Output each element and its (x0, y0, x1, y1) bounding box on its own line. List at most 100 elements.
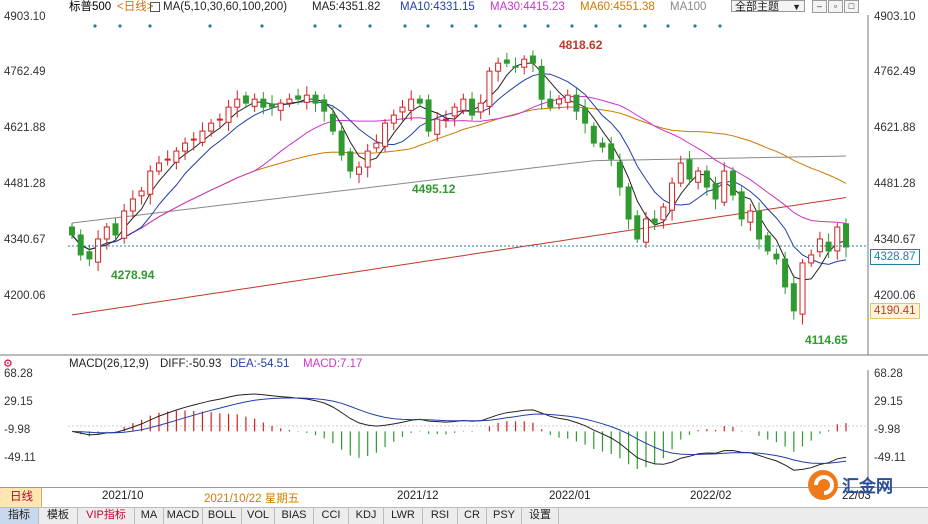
candle[interactable] (642, 218, 649, 243)
candle[interactable] (416, 98, 423, 104)
candle[interactable] (355, 166, 362, 175)
candle[interactable] (477, 102, 484, 113)
candle[interactable] (573, 94, 580, 112)
candle[interactable] (95, 238, 102, 263)
candle[interactable] (469, 98, 476, 116)
candle[interactable] (234, 98, 241, 108)
candle[interactable] (216, 118, 223, 121)
candle[interactable] (164, 158, 171, 161)
candle[interactable] (503, 59, 510, 64)
minimize-icon[interactable]: – (812, 0, 827, 13)
candle[interactable] (199, 130, 206, 143)
candle[interactable] (86, 251, 93, 260)
candle[interactable] (703, 170, 710, 188)
candle[interactable] (121, 210, 128, 239)
candle[interactable] (173, 150, 180, 163)
candle[interactable] (399, 106, 406, 113)
candle[interactable] (843, 223, 849, 248)
candle[interactable] (825, 241, 832, 252)
tab-cci[interactable]: CCI (314, 508, 349, 524)
candle[interactable] (590, 125, 597, 144)
candle[interactable] (712, 183, 719, 200)
candle[interactable] (77, 234, 84, 256)
candle[interactable] (756, 210, 763, 240)
candle[interactable] (599, 142, 606, 148)
candle[interactable] (312, 94, 319, 104)
candle[interactable] (182, 142, 189, 152)
candle[interactable] (155, 162, 162, 172)
candle[interactable] (434, 118, 441, 135)
candle[interactable] (208, 122, 215, 132)
candle[interactable] (442, 118, 449, 121)
tab-vol[interactable]: VOL (242, 508, 275, 524)
tab-indicator[interactable]: 指标 (0, 508, 39, 524)
candle[interactable] (251, 98, 258, 107)
candle[interactable] (260, 98, 267, 108)
candle[interactable] (373, 142, 380, 149)
candle[interactable] (138, 190, 145, 197)
candle[interactable] (451, 106, 458, 117)
candle[interactable] (295, 95, 302, 100)
candle[interactable] (660, 206, 667, 221)
macd-chart[interactable] (0, 370, 928, 488)
candle[interactable] (242, 95, 249, 104)
candle[interactable] (651, 218, 658, 224)
ma-toggle-icon[interactable] (150, 2, 160, 12)
candle[interactable] (677, 162, 684, 184)
candle[interactable] (286, 98, 293, 104)
candle[interactable] (608, 143, 615, 160)
candle[interactable] (808, 254, 815, 264)
candle[interactable] (529, 55, 536, 64)
candle[interactable] (277, 102, 284, 111)
maximize-icon[interactable]: □ (844, 0, 859, 13)
candle[interactable] (321, 99, 328, 112)
candle[interactable] (721, 170, 728, 203)
candle[interactable] (512, 65, 519, 68)
tab-settings[interactable]: 设置 (522, 508, 559, 524)
candle[interactable] (347, 151, 354, 172)
symbol-label[interactable]: 标普500 (69, 1, 112, 13)
candle[interactable] (364, 150, 371, 168)
candle[interactable] (782, 258, 789, 288)
candle[interactable] (329, 113, 336, 132)
tab-bias[interactable]: BIAS (275, 508, 314, 524)
candle[interactable] (582, 107, 589, 124)
candle[interactable] (625, 186, 632, 220)
candle[interactable] (816, 238, 823, 253)
tab-kdj[interactable]: KDJ (349, 508, 384, 524)
tab-psy[interactable]: PSY (487, 508, 522, 524)
macd-label[interactable]: MACD(26,12,9) (69, 358, 149, 370)
candle[interactable] (564, 94, 571, 103)
candle[interactable] (686, 159, 693, 180)
candle[interactable] (834, 226, 841, 252)
candle[interactable] (521, 58, 528, 68)
candle[interactable] (547, 98, 554, 108)
candle[interactable] (425, 99, 432, 132)
tab-lwr[interactable]: LWR (384, 508, 423, 524)
candle[interactable] (129, 198, 136, 212)
candle[interactable] (729, 170, 736, 196)
candle[interactable] (69, 226, 75, 236)
tab-cr[interactable]: CR (458, 508, 487, 524)
restore-icon[interactable]: ▫ (828, 0, 843, 13)
candle[interactable] (408, 98, 415, 111)
candle[interactable] (112, 223, 119, 236)
candle[interactable] (799, 262, 806, 315)
tab-boll[interactable]: BOLL (203, 508, 242, 524)
candle[interactable] (103, 226, 110, 240)
candle[interactable] (225, 106, 232, 123)
theme-dropdown[interactable]: 全部主题 ▼ (731, 0, 805, 13)
price-chart[interactable] (0, 0, 928, 357)
candle[interactable] (790, 283, 797, 312)
candle[interactable] (773, 253, 780, 260)
tab-vip[interactable]: VIP指标 (78, 508, 135, 524)
candle[interactable] (338, 130, 345, 156)
candle[interactable] (190, 138, 197, 141)
tab-template[interactable]: 模板 (39, 508, 78, 524)
tab-macd[interactable]: MACD (164, 508, 203, 524)
candle[interactable] (669, 182, 676, 211)
candle[interactable] (269, 103, 276, 108)
tab-ma[interactable]: MA (135, 508, 164, 524)
candle[interactable] (556, 98, 563, 105)
candle[interactable] (303, 94, 310, 103)
